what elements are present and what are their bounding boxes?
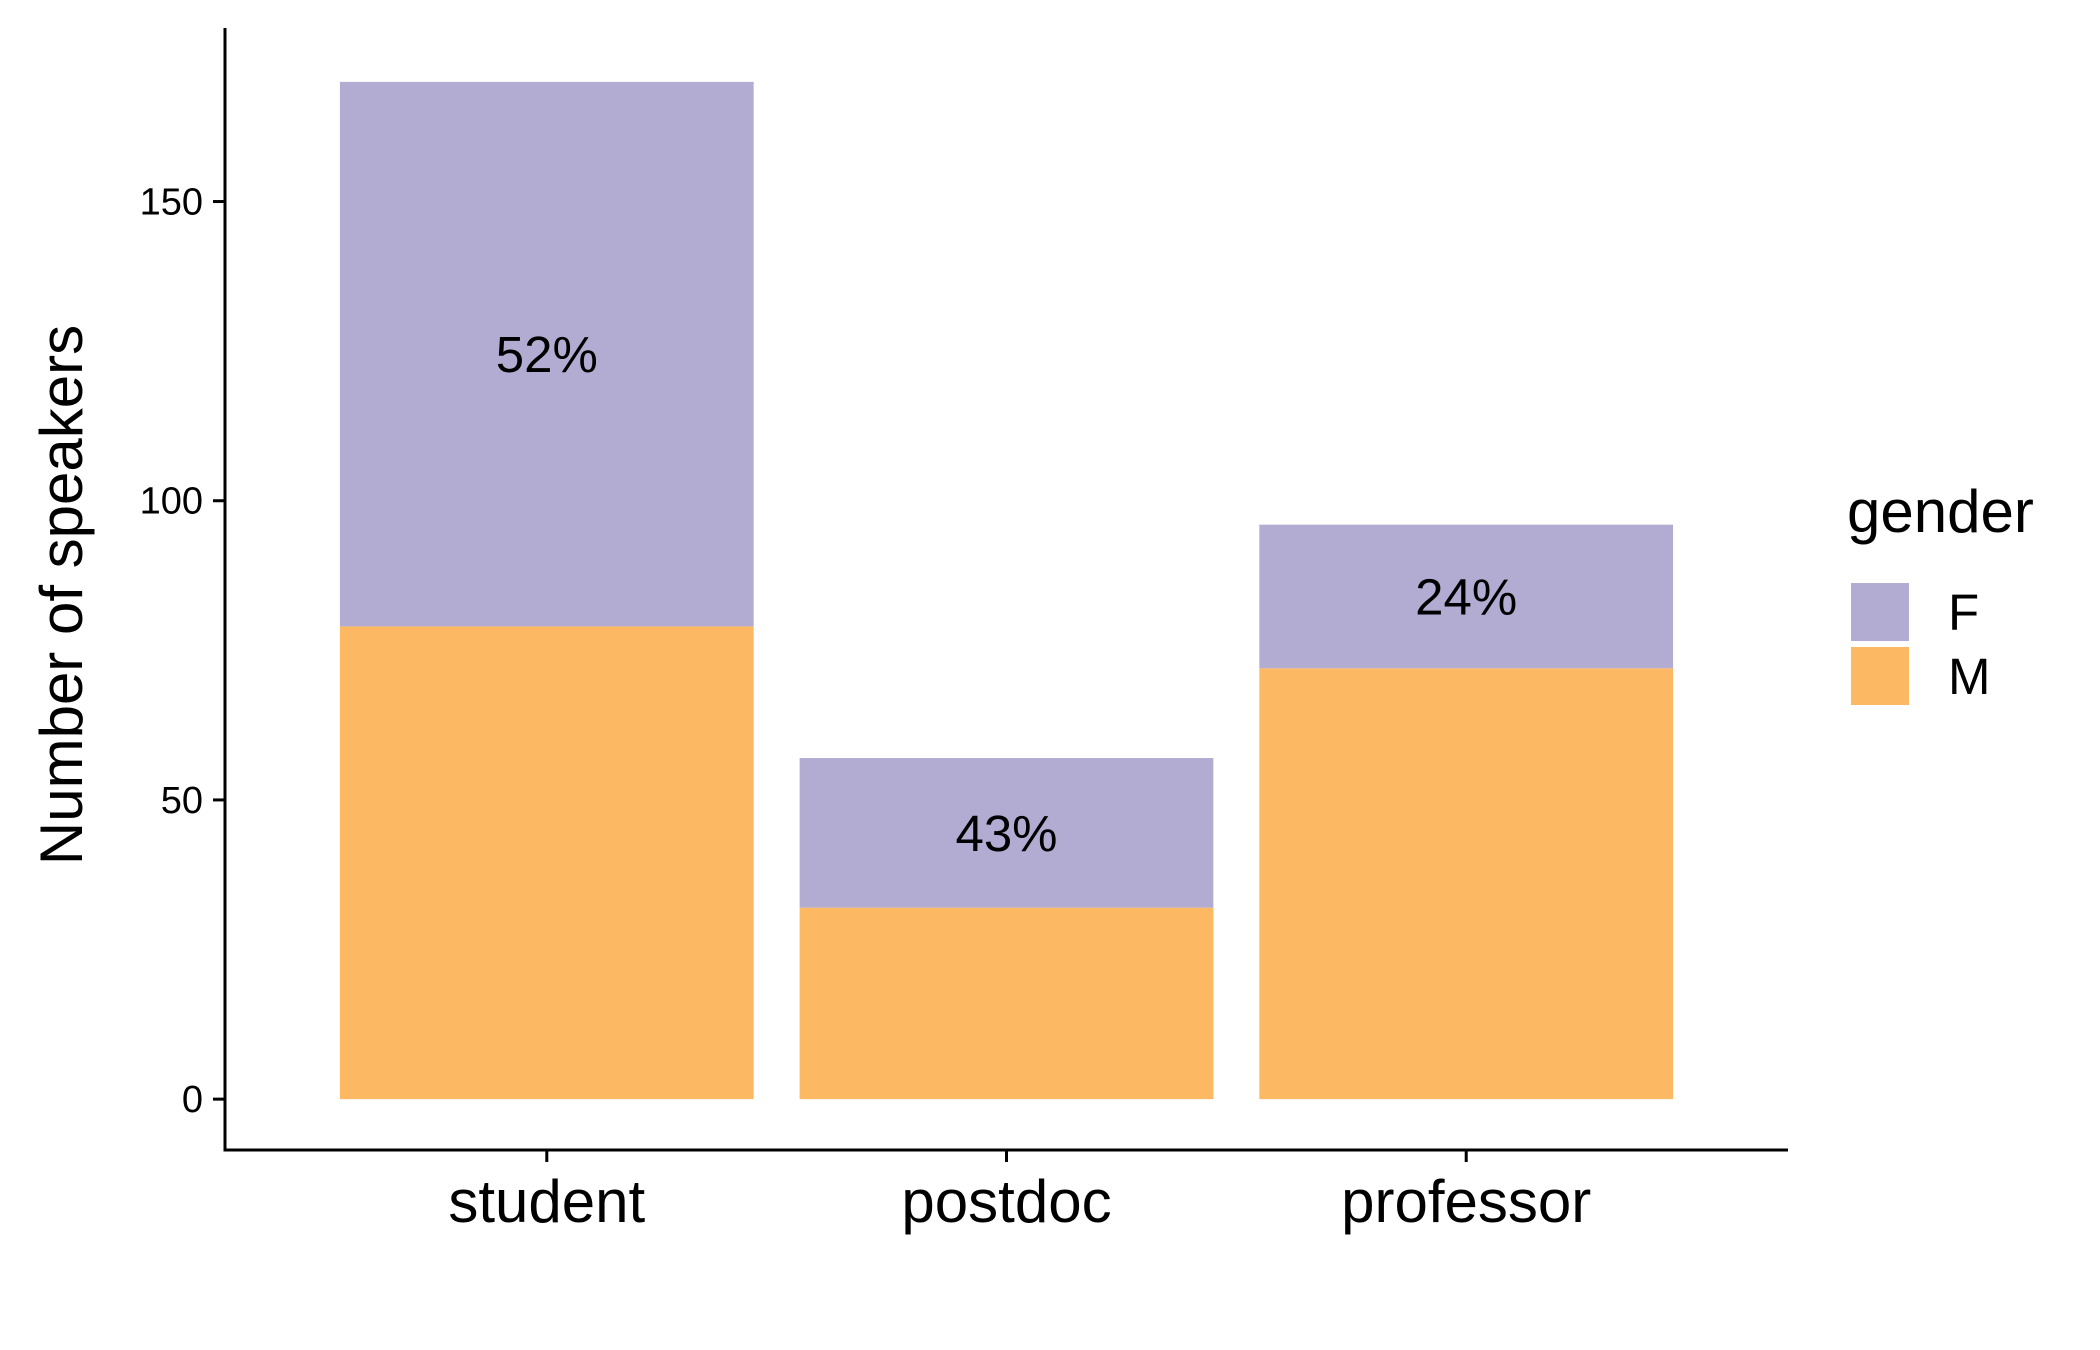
- bars-layer: [339, 81, 1674, 1100]
- bar-postdoc-M: [799, 907, 1214, 1100]
- legend: gender FM: [1847, 478, 2034, 705]
- y-tick-label: 150: [140, 182, 203, 224]
- bar-professor-F: [1259, 524, 1674, 669]
- x-tick-label-student: student: [448, 1168, 645, 1235]
- bar-postdoc-F: [799, 758, 1214, 908]
- bar-professor-M: [1259, 668, 1674, 1100]
- legend-label-M: M: [1948, 648, 1990, 705]
- y-tick-label: 0: [182, 1079, 203, 1121]
- x-axis-ticks: student postdoc professor: [448, 1150, 1591, 1235]
- bar-label-professor: 24%: [1415, 568, 1517, 625]
- legend-label-F: F: [1948, 584, 1979, 641]
- bar-student-F: [339, 81, 754, 627]
- legend-title: gender: [1847, 478, 2034, 545]
- bar-labels-layer: 52% 43% 24%: [496, 326, 1517, 862]
- bar-label-student: 52%: [496, 326, 598, 383]
- bar-student-M: [339, 626, 754, 1100]
- x-tick-label-professor: professor: [1341, 1168, 1591, 1235]
- legend-items: FM: [1851, 583, 1990, 705]
- legend-swatch-M: [1851, 647, 1909, 705]
- bar-label-postdoc: 43%: [955, 805, 1057, 862]
- x-tick-label-postdoc: postdoc: [901, 1168, 1111, 1235]
- legend-swatch-F: [1851, 583, 1909, 641]
- y-axis-title: Number of speakers: [28, 325, 95, 865]
- y-axis-ticks: 0 50 100 150: [140, 182, 225, 1121]
- y-tick-label: 50: [161, 780, 203, 822]
- y-tick-label: 100: [140, 481, 203, 523]
